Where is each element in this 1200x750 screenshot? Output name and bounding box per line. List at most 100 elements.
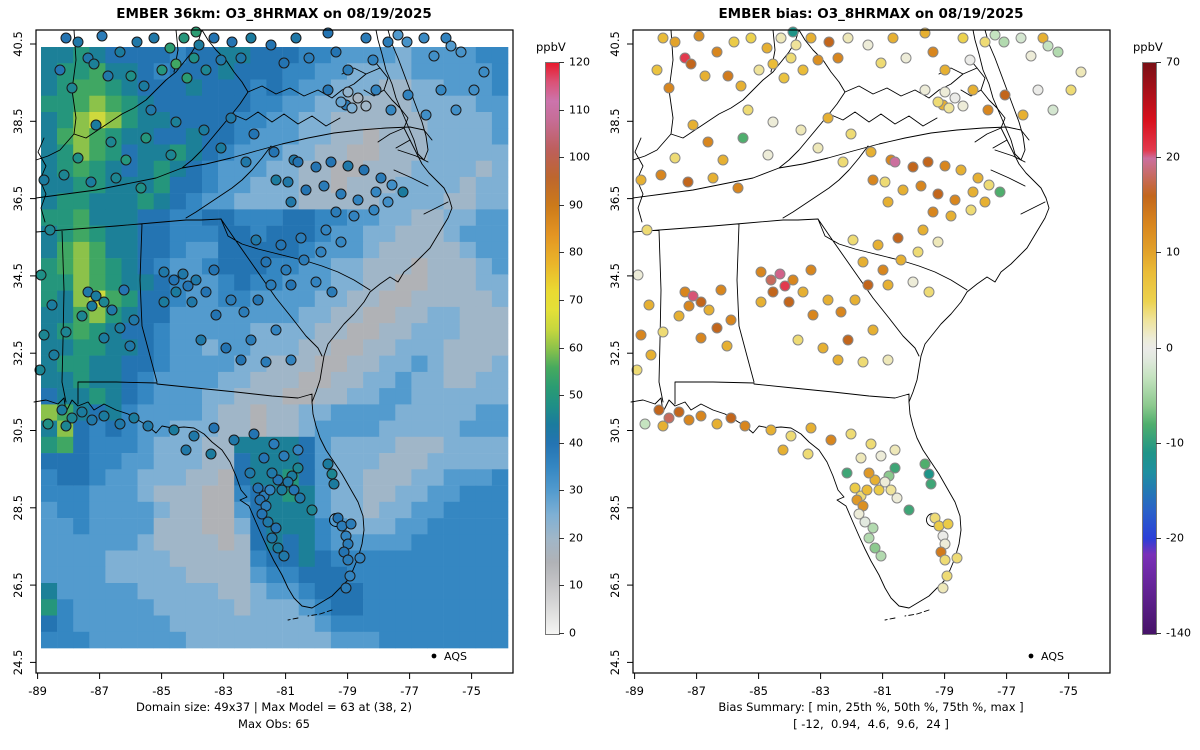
raster-cell [73,355,90,373]
raster-cell [395,485,412,503]
station-dot [114,322,126,334]
station-dot [865,146,877,158]
raster-cell [298,615,316,633]
raster-cell [330,436,348,454]
raster-cell [347,355,364,373]
raster-cell [379,469,396,486]
raster-cell [298,323,316,340]
raster-cell [250,306,267,324]
raster-cell [185,501,203,519]
raster-cell [347,388,364,405]
raster-cell [491,453,509,470]
y-axis-tick-label: 40.5 [608,31,622,57]
raster-cell [395,47,412,64]
colorbar-tick-mark [1156,157,1161,159]
station-dot [250,234,262,246]
raster-cell [218,79,235,97]
raster-cell [218,501,235,519]
station-dot [967,84,979,96]
raster-cell [105,355,122,373]
raster-cell [363,306,380,324]
raster-cell [298,355,316,373]
station-dot [842,32,854,44]
station-dot [865,438,877,450]
raster-cell [379,550,396,568]
colorbar-tick-mark [559,157,564,159]
colorbar-tick-mark [559,585,564,587]
raster-cell [89,355,106,373]
raster-cell [218,631,235,649]
raster-cell [282,323,300,340]
raster-cell [347,306,364,324]
raster-cell [185,144,203,162]
left-colorbar-tick-label: 0 [569,626,576,640]
raster-cell [411,453,428,470]
aqs-legend-dot [1028,653,1034,659]
station-dot [802,448,814,460]
station-dot [328,478,340,490]
raster-cell [411,79,428,97]
raster-cell [218,274,235,291]
raster-cell [137,323,155,340]
left-colorbar-tick-label: 110 [569,103,590,117]
raster-cell [202,339,219,356]
station-dot [903,504,915,516]
raster-cell [153,615,171,633]
station-dot [260,356,272,368]
station-dot [943,102,955,114]
raster-cell [475,436,493,454]
raster-cell [57,144,74,162]
raster-cell [202,615,219,633]
raster-cell [105,388,122,405]
station-dot [717,154,729,166]
station-dot [945,210,957,222]
raster-cell [89,436,106,454]
raster-cell [459,355,477,373]
station-dot [735,80,747,92]
raster-cell [185,599,203,616]
station-dot [845,128,857,140]
raster-cell [427,193,444,210]
raster-cell [411,63,428,80]
raster-cell [347,144,364,162]
raster-cell [153,583,171,600]
state-outlines [630,29,1050,621]
raster-cell [121,599,138,616]
station-dot [823,36,835,48]
raster-cell [379,420,396,438]
raster-cell [298,339,316,356]
raster-cell [41,599,58,616]
station-dot [34,364,46,376]
station-dot [164,42,176,54]
station-dot [855,452,867,464]
raster-cell [153,469,171,486]
raster-cell [395,566,412,584]
raster-cell [73,339,90,356]
station-dot [303,52,315,64]
station-dot [268,146,280,158]
raster-cell [41,79,58,97]
raster-cell [105,95,122,113]
raster-cell [121,241,138,259]
station-dot [895,254,907,266]
raster-cell [73,193,90,210]
raster-cell [153,274,171,291]
station-dot [682,176,694,188]
right-colorbar-tick-label: 10 [1166,245,1180,259]
raster-cell [491,274,509,291]
station-dot [342,160,354,172]
raster-cell [89,615,106,633]
raster-cell [363,404,380,421]
raster-cell [137,436,155,454]
raster-cell [395,469,412,486]
station-dot [825,434,837,446]
raster-cell [185,371,203,389]
raster-cell [379,453,396,470]
raster-cell [347,469,364,486]
station-dot [805,264,817,276]
raster-cell [427,615,444,633]
station-dot [837,156,849,168]
raster-cell [427,112,444,129]
raster-cell [218,599,235,616]
raster-cell [137,404,155,421]
